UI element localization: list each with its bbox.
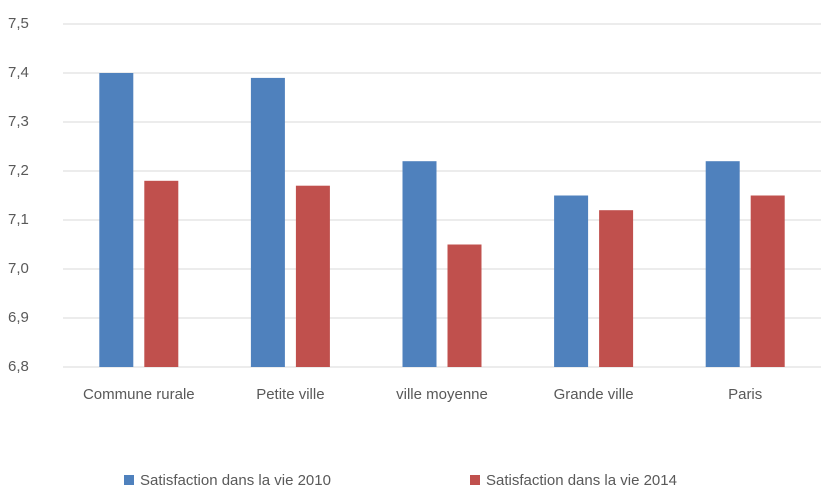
y-tick-label: 7,5	[8, 15, 29, 32]
bar	[295, 185, 330, 367]
y-tick-label: 7,3	[8, 113, 29, 130]
x-tick-label: Commune rurale	[82, 386, 195, 403]
legend-item: Satisfaction dans la vie 2014	[470, 470, 677, 489]
y-tick-label: 7,2	[8, 162, 29, 179]
bar	[250, 77, 285, 368]
y-tick-label: 7,4	[8, 64, 29, 81]
x-tick-label: Paris	[728, 386, 763, 403]
bar	[705, 161, 740, 367]
bar	[144, 180, 179, 367]
bar	[99, 73, 134, 367]
y-tick-label: 6,9	[8, 309, 29, 326]
x-tick-label: Grande ville	[553, 386, 634, 403]
legend-swatch	[124, 475, 134, 485]
bar	[447, 244, 482, 367]
y-tick-label: 7,1	[8, 211, 29, 228]
legend-label: Satisfaction dans la vie 2010	[140, 471, 331, 489]
y-tick-label: 7,0	[8, 260, 29, 277]
legend-swatch	[470, 475, 480, 485]
x-tick-label: ville moyenne	[396, 386, 488, 403]
legend-item: Satisfaction dans la vie 2010	[124, 470, 331, 489]
bar	[402, 161, 437, 367]
x-tick-label: Petite ville	[256, 386, 325, 403]
legend-label: Satisfaction dans la vie 2014	[486, 471, 677, 489]
bar	[554, 195, 589, 367]
bar	[599, 210, 634, 367]
bar	[750, 195, 785, 367]
y-tick-label: 6,8	[8, 358, 29, 375]
